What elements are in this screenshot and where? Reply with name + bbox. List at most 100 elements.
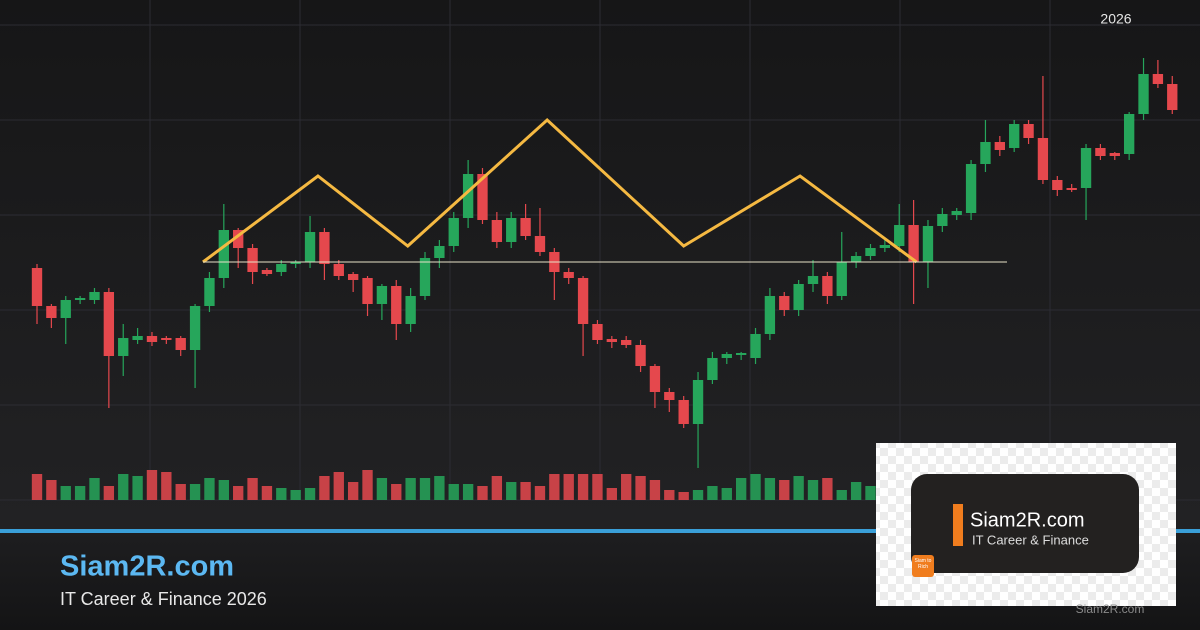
candle-body: [60, 300, 71, 318]
candle-body: [779, 296, 790, 310]
period-label: 2026: [1100, 11, 1131, 27]
volume-bar: [74, 486, 86, 500]
volume-bar: [462, 484, 474, 500]
candle-body: [405, 296, 416, 324]
volume-bar: [376, 478, 388, 500]
candle-body: [1095, 148, 1106, 156]
candle-body: [31, 268, 43, 306]
candle-body: [1037, 138, 1049, 180]
candle-body: [362, 278, 373, 304]
volume-bar: [735, 478, 747, 500]
volume-bar: [491, 476, 503, 500]
volume-bar: [347, 482, 359, 500]
candle-body: [1109, 153, 1120, 156]
volume-bar: [261, 486, 273, 500]
candle-body: [419, 258, 431, 296]
candle-body: [577, 278, 589, 324]
candle-body: [347, 274, 359, 280]
volume-bar: [218, 480, 229, 500]
candle-body: [621, 340, 632, 345]
volume-bar: [664, 490, 675, 500]
candle-body: [951, 211, 962, 215]
volume-bar: [822, 478, 833, 500]
volume-bar: [419, 478, 431, 500]
candle-body: [807, 276, 819, 284]
candle-body: [692, 380, 704, 424]
volume-bar: [175, 484, 186, 500]
candle-body: [1138, 74, 1149, 114]
volume-bar: [204, 478, 215, 500]
candle-body: [304, 232, 316, 262]
divider: [0, 529, 1200, 533]
candle-body: [1066, 188, 1077, 190]
logo-panel: [911, 474, 1139, 573]
volume-bar: [506, 482, 517, 500]
volume-bar: [621, 474, 632, 500]
volume-bar: [304, 488, 316, 500]
candle-body: [649, 366, 661, 392]
volume-bar: [606, 488, 617, 500]
volume-bar: [89, 478, 100, 500]
candle-body: [506, 218, 517, 242]
volume-bar: [405, 478, 416, 500]
candle-body: [534, 236, 546, 252]
candle-body: [491, 220, 503, 242]
candle-body: [146, 336, 158, 342]
volume-bar: [477, 486, 488, 500]
candle-body: [189, 306, 201, 350]
volume-bar: [60, 486, 71, 500]
volume-bar: [649, 480, 661, 500]
volume-bar: [793, 476, 804, 500]
candle-body: [850, 256, 862, 262]
candle-body: [204, 278, 215, 306]
volume-bar: [146, 470, 158, 500]
candle-body: [74, 298, 86, 300]
candle-body: [965, 164, 977, 213]
pattern-line: [202, 117, 918, 264]
volume-bar: [678, 492, 689, 500]
volume-bar: [276, 488, 287, 500]
candle-body: [908, 225, 919, 262]
volume-bar: [850, 482, 862, 500]
volume-bar: [31, 474, 43, 500]
volume-bar: [635, 476, 646, 500]
candle-body: [836, 262, 847, 296]
plot: [31, 58, 1178, 500]
logo-badge: [912, 555, 934, 577]
candle-body: [319, 232, 330, 264]
candle-body: [735, 353, 747, 355]
candle-body: [247, 248, 258, 272]
logo-bar: [953, 504, 963, 546]
candle-body: [707, 358, 718, 380]
volume-bar: [807, 480, 819, 500]
volume-bar: [534, 486, 546, 500]
volume-bar: [520, 482, 531, 500]
candle-body: [261, 270, 273, 274]
logo-tagline: IT Career & Finance: [972, 532, 1089, 547]
volume-bar: [779, 480, 790, 500]
volume-bar: [764, 478, 776, 500]
volume-bar: [865, 486, 876, 500]
candle-body: [1052, 180, 1063, 190]
candle-body: [520, 218, 531, 236]
candle-body: [922, 226, 934, 262]
volume-bar: [592, 474, 603, 500]
candle-body: [118, 338, 129, 356]
candle-body: [1152, 74, 1164, 84]
volume-bar: [434, 476, 445, 500]
volume-bar: [161, 472, 172, 500]
footer-subtitle: IT Career & Finance 2026: [60, 589, 267, 609]
candle-body: [678, 400, 689, 424]
volume-bar: [247, 478, 258, 500]
logo-card: Siam2R.com IT Career & Finance Siam to R…: [876, 443, 1176, 606]
candle-body: [103, 292, 115, 356]
candle-body: [635, 345, 646, 366]
badge-box: Siam to Rich: [915, 558, 932, 570]
candle-body: [664, 392, 675, 400]
candle-body: [980, 142, 991, 164]
candle-body: [462, 174, 474, 218]
candle-body: [175, 338, 186, 350]
volume-bar: [233, 486, 244, 500]
volume-bar: [189, 484, 201, 500]
